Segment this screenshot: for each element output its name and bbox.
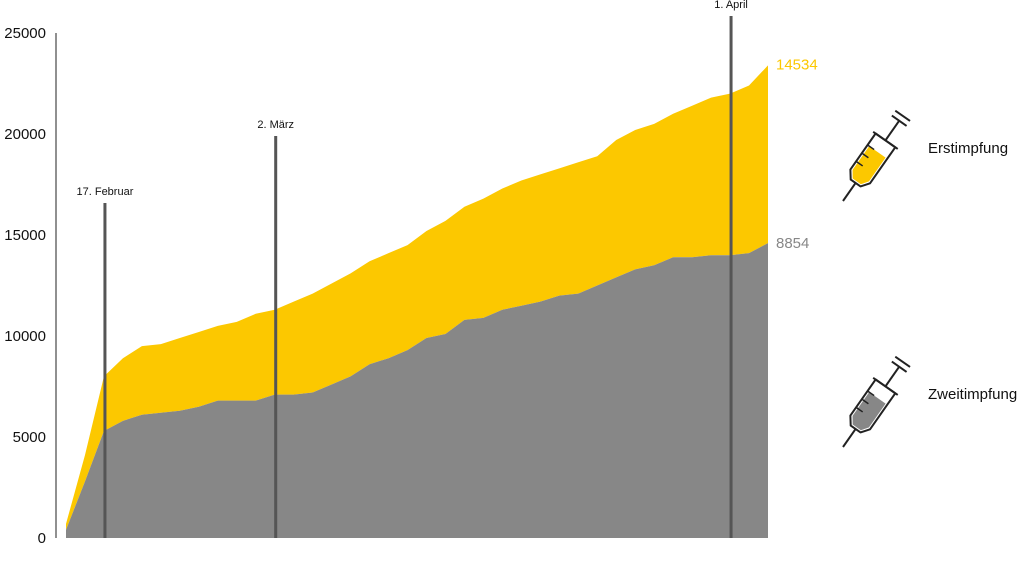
areas	[66, 65, 768, 538]
y-tick-label: 0	[38, 530, 46, 547]
end-label-erstimpfung: 14534	[776, 56, 818, 73]
y-tick-label: 15000	[4, 227, 46, 244]
area-zweitimpfung	[66, 243, 768, 538]
y-tick-labels: 0 5000 10000 15000 20000 25000	[4, 25, 46, 547]
event-label: 2. März	[257, 119, 294, 131]
event-label: 1. April	[714, 0, 748, 11]
area-erstimpfung	[66, 65, 768, 530]
syringe-gray-icon	[842, 355, 911, 448]
legend: Erstimpfung Zweitimpfung	[842, 109, 1017, 448]
y-tick-label: 5000	[13, 429, 46, 446]
legend-label-erstimpfung: Erstimpfung	[928, 140, 1008, 157]
end-label-zweitimpfung: 8854	[776, 235, 809, 252]
y-tick-label: 20000	[4, 126, 46, 143]
legend-label-zweitimpfung: Zweitimpfung	[928, 386, 1017, 403]
syringe-yellow-icon	[842, 109, 911, 202]
end-labels: 14534 8854	[776, 56, 818, 252]
y-tick-label: 25000	[4, 25, 46, 42]
event-markers: 17. Februar 2. März 1. April	[77, 0, 748, 538]
event-label: 17. Februar	[77, 186, 134, 198]
y-tick-label: 10000	[4, 328, 46, 345]
